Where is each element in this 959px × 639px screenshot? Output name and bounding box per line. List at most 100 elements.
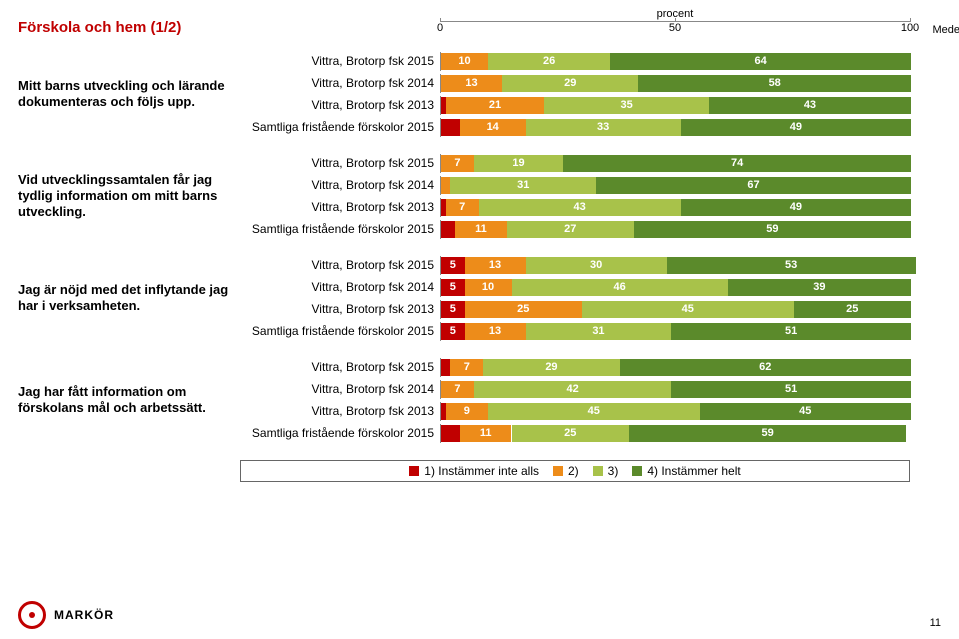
stacked-bar: 72962: [440, 358, 911, 377]
bar-segment: [441, 119, 460, 136]
bar-segment: 45: [488, 403, 700, 420]
axis-tick-label: 100: [901, 22, 919, 34]
bar-segment: 25: [794, 301, 912, 318]
bar-segment: 43: [709, 97, 911, 114]
bar-segment: 43: [479, 199, 681, 216]
legend-swatch: [409, 466, 419, 476]
bar-segment: 31: [526, 323, 672, 340]
stacked-bar: 102664: [440, 52, 911, 71]
legend-swatch: [553, 466, 563, 476]
bar-segment: 19: [474, 155, 563, 172]
stacked-bar: 94545: [440, 402, 911, 421]
axis-tick-label: 0: [437, 22, 443, 34]
row-label: Vittra, Brotorp fsk 2015: [240, 258, 440, 272]
bar-segment: 5: [441, 301, 465, 318]
data-row: Vittra, Brotorp fsk 2015729623,50: [240, 356, 959, 378]
bar-segment: 49: [681, 199, 911, 216]
bar-segment: 26: [488, 53, 610, 70]
bar-segment: 11: [455, 221, 507, 238]
bar-segment: 59: [629, 425, 906, 442]
mean-value: 3,4: [911, 200, 959, 214]
row-label: Vittra, Brotorp fsk 2015: [240, 156, 440, 170]
bar-segment: [441, 221, 455, 238]
row-label: Samtliga fristående förskolor 2015: [240, 324, 440, 338]
bar-segment: 64: [610, 53, 911, 70]
mean-value: 3,4: [911, 76, 959, 90]
question-label-text: Jag har fått information om förskolans m…: [18, 384, 230, 417]
data-row: Vittra, Brotorp fsk 201451046393,27: [240, 276, 959, 298]
row-label: Samtliga fristående förskolor 2015: [240, 426, 440, 440]
mean-value: 3,4: [911, 426, 959, 440]
mean-value: 3,5: [911, 54, 959, 68]
header-row: Förskola och hem (1/2) procent 050100 Me…: [18, 8, 941, 36]
mean-value: 3,3: [911, 258, 959, 272]
bar-segment: 7: [441, 155, 474, 172]
question-label-text: Mitt barns utveckling och lärande dokume…: [18, 78, 230, 111]
stacked-bar: 5104639: [440, 278, 911, 297]
question-group: Jag har fått information om förskolans m…: [18, 356, 941, 444]
question-label: Vid utvecklingssamtalen får jag tydlig i…: [18, 152, 240, 240]
bar-segment: 13: [465, 323, 526, 340]
brand-name: MARKÖR: [54, 608, 114, 622]
legend-item: 1) Instämmer inte alls: [409, 464, 539, 478]
bar-segment: 7: [441, 381, 474, 398]
stacked-bar: 71974: [440, 154, 911, 173]
mean-value: 3,3: [911, 404, 959, 418]
bar-segment: 62: [620, 359, 911, 376]
row-label: Vittra, Brotorp fsk 2014: [240, 76, 440, 90]
row-label: Vittra, Brotorp fsk 2013: [240, 200, 440, 214]
bar-segment: 14: [460, 119, 526, 136]
data-row: Vittra, Brotorp fsk 20141329583,40: [240, 72, 959, 94]
bar-segment: 30: [526, 257, 667, 274]
question-group: Vid utvecklingssamtalen får jag tydlig i…: [18, 152, 941, 240]
mean-value: 2,9: [911, 302, 959, 316]
axis-ticks: 050100: [440, 22, 910, 36]
bar-segment: 7: [446, 199, 479, 216]
bar-segment: [441, 177, 450, 194]
stacked-bar: 5133053: [440, 256, 911, 275]
question-label-text: Jag är nöjd med det inflytande jag har i…: [18, 282, 230, 315]
bar-segment: 33: [526, 119, 681, 136]
data-row: Vittra, Brotorp fsk 201352545252,93: [240, 298, 959, 320]
bar-segment: 45: [582, 301, 794, 318]
question-group: Jag är nöjd med det inflytande jag har i…: [18, 254, 941, 342]
legend-swatch: [593, 466, 603, 476]
bar-segment: 25: [512, 425, 630, 442]
group-body: Vittra, Brotorp fsk 2015729623,50Vittra,…: [240, 356, 959, 444]
question-label: Jag är nöjd med det inflytande jag har i…: [18, 254, 240, 342]
bar-segment: 21: [446, 97, 545, 114]
bar-segment: 59: [634, 221, 911, 238]
legend: 1) Instämmer inte alls2)3)4) Instämmer h…: [240, 460, 910, 482]
bar-segment: [441, 359, 450, 376]
page-number: 11: [930, 617, 941, 629]
mean-value: 3,7: [911, 156, 959, 170]
stacked-bar: 132958: [440, 74, 911, 93]
legend-label: 3): [608, 464, 619, 478]
row-label: Vittra, Brotorp fsk 2013: [240, 404, 440, 418]
bar-segment: 42: [474, 381, 671, 398]
bar-segment: 29: [483, 359, 619, 376]
legend-item: 3): [593, 464, 619, 478]
stacked-bar: 5254525: [440, 300, 911, 319]
data-row: Vittra, Brotorp fsk 20151026643,50: [240, 50, 959, 72]
bar-segment: 29: [502, 75, 638, 92]
mean-value: 3,3: [911, 120, 959, 134]
data-row: Vittra, Brotorp fsk 201431673,60: [240, 174, 959, 196]
bar-segment: 11: [460, 425, 512, 442]
stacked-bar: 112759: [440, 220, 911, 239]
group-body: Vittra, Brotorp fsk 2015719743,70Vittra,…: [240, 152, 959, 240]
row-label: Vittra, Brotorp fsk 2014: [240, 382, 440, 396]
data-row: Vittra, Brotorp fsk 2015719743,70: [240, 152, 959, 174]
legend-item: 4) Instämmer helt: [632, 464, 740, 478]
bar-segment: 35: [544, 97, 709, 114]
bar-segment: 13: [441, 75, 502, 92]
legend-label: 1) Instämmer inte alls: [424, 464, 539, 478]
axis-area: procent 050100: [440, 8, 910, 36]
bar-segment: 13: [465, 257, 526, 274]
bar-segment: 74: [563, 155, 911, 172]
data-row: Samtliga fristående förskolor 2015143349…: [240, 116, 959, 138]
question-label-text: Vid utvecklingssamtalen får jag tydlig i…: [18, 172, 230, 221]
mean-value: 3,3: [911, 324, 959, 338]
mean-value: 3,5: [911, 360, 959, 374]
data-row: Vittra, Brotorp fsk 2014742513,40: [240, 378, 959, 400]
